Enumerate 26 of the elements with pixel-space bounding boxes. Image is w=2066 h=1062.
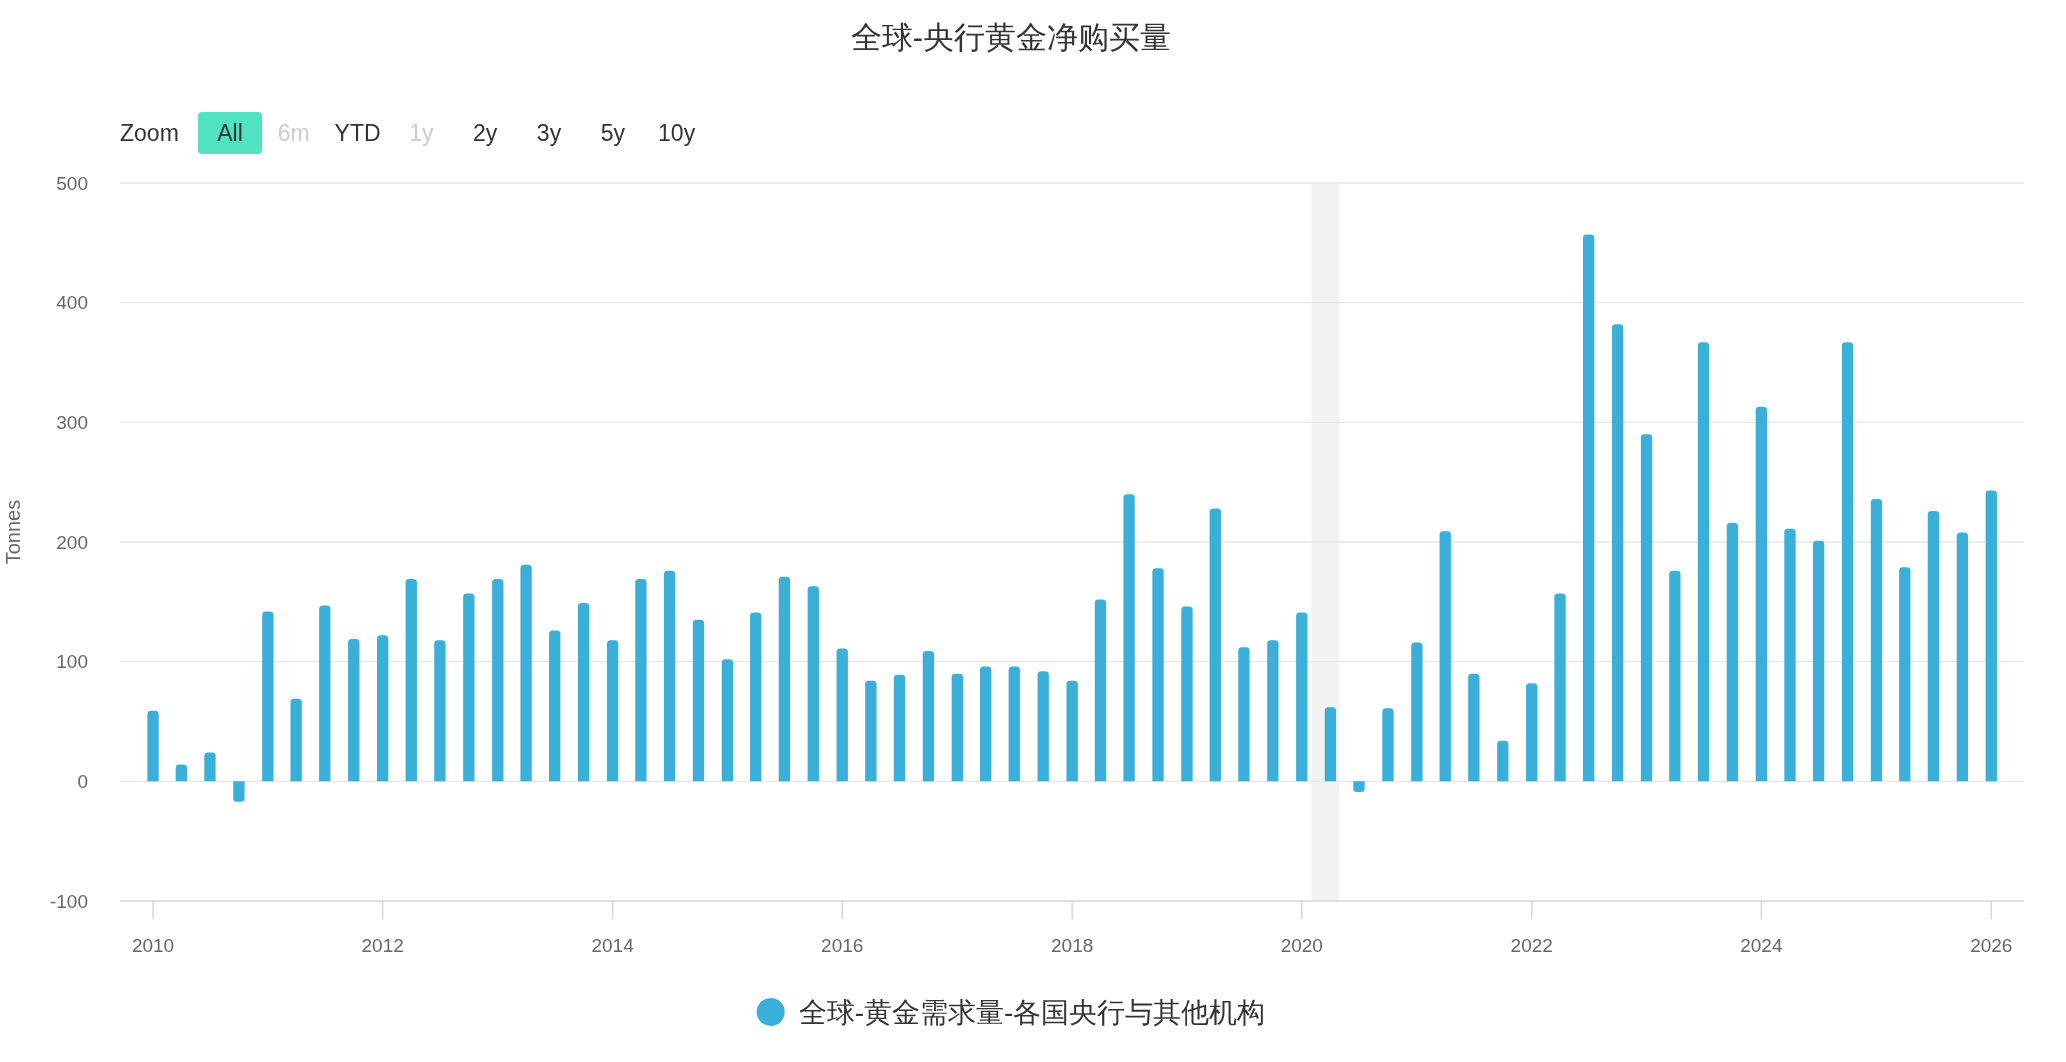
x-tick-label: 2016: [821, 934, 864, 956]
y-tick-label: 400: [56, 292, 88, 314]
title: 全球-央行黄金净购买量: [850, 19, 1172, 55]
range-selector-label: Zoom: [120, 120, 179, 146]
y-tick-label: 300: [56, 411, 88, 433]
x-tick-label: 2010: [131, 934, 175, 956]
x-tick-label: 2018: [1051, 934, 1094, 956]
range-button-label: 10y: [658, 120, 696, 146]
range-button-label: 3y: [536, 120, 562, 146]
legend-label: 全球-黄金需求量-各国央行与其他机构: [798, 996, 1266, 1028]
y-axis-title: Tonnes: [2, 499, 24, 565]
y-tick-label: 0: [77, 770, 88, 792]
x-tick-label: 2012: [361, 934, 404, 956]
range-button-label: YTD: [334, 120, 381, 146]
x-tick-label: 2024: [1740, 934, 1783, 956]
range-button-label: 5y: [600, 120, 625, 146]
y-tick-label: -100: [49, 890, 88, 912]
range-button-label: All: [217, 120, 243, 146]
x-tick-label: 2022: [1510, 934, 1553, 956]
range-button-label: 2y: [473, 120, 498, 146]
x-tick-label: 2014: [591, 934, 634, 956]
x-tick-label: 2026: [1970, 934, 2013, 956]
y-tick-label: 500: [56, 172, 88, 194]
x-tick-label: 2020: [1280, 934, 1323, 956]
y-tick-label: 100: [56, 651, 88, 673]
y-tick-label: 200: [56, 531, 88, 553]
